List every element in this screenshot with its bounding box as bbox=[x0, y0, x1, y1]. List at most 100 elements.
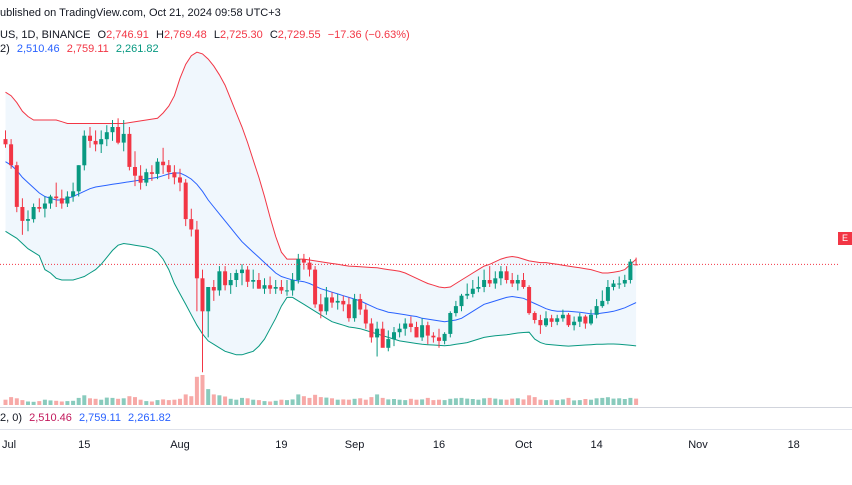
candle bbox=[414, 321, 419, 338]
indicator-params[interactable]: 2, 0) bbox=[0, 412, 23, 424]
candle-body bbox=[65, 196, 70, 204]
volume-bar bbox=[200, 375, 205, 405]
candle bbox=[527, 285, 532, 315]
candle-body bbox=[138, 175, 143, 183]
candle bbox=[442, 332, 447, 345]
candle bbox=[217, 266, 222, 296]
indicator-value-3: 2,261.82 bbox=[128, 412, 171, 424]
candle-body bbox=[245, 269, 250, 282]
close-label: C bbox=[269, 29, 278, 41]
bollinger-upper-value: 2,759.11 bbox=[66, 43, 109, 55]
candle bbox=[532, 311, 537, 324]
candle bbox=[470, 280, 475, 298]
candle bbox=[605, 280, 610, 305]
candle bbox=[279, 280, 284, 294]
candle-body bbox=[121, 133, 126, 143]
candle bbox=[189, 208, 194, 237]
low-label: L bbox=[213, 29, 220, 41]
volume-bar bbox=[256, 400, 261, 405]
indicator-value-2: 2,759.11 bbox=[78, 412, 121, 424]
volume-bar bbox=[589, 399, 593, 405]
candle-body bbox=[397, 328, 402, 333]
bollinger-params[interactable]: 2) bbox=[0, 43, 10, 55]
candle-body bbox=[363, 309, 368, 324]
volume-bar bbox=[577, 400, 582, 405]
candle-body bbox=[234, 273, 239, 280]
candle-body bbox=[544, 318, 548, 326]
candle bbox=[487, 266, 492, 287]
candle-body bbox=[172, 172, 177, 178]
candle-body bbox=[149, 172, 154, 174]
volume-bar bbox=[420, 399, 425, 405]
candle-body bbox=[622, 280, 627, 284]
high-value: 2,769.48 bbox=[163, 29, 207, 41]
candle bbox=[482, 269, 487, 293]
candle bbox=[256, 273, 261, 289]
bollinger-legend: 2) 2,510.46 2,759.11 2,261.82 bbox=[0, 42, 159, 56]
candle-body bbox=[572, 321, 577, 326]
volume-bar bbox=[341, 399, 346, 405]
change-value: −17.36 (−0.63%) bbox=[327, 29, 410, 41]
candle bbox=[296, 253, 301, 284]
volume-bar bbox=[268, 401, 273, 405]
volume-bar bbox=[71, 400, 76, 405]
candle bbox=[448, 311, 453, 338]
candle bbox=[521, 273, 526, 289]
volume-bar bbox=[121, 398, 126, 405]
volume-bar bbox=[26, 401, 30, 405]
volume-bar bbox=[223, 396, 228, 405]
candle-body bbox=[617, 283, 622, 285]
candlestick-layer bbox=[3, 118, 639, 373]
candle-body bbox=[88, 135, 92, 141]
volume-bar bbox=[572, 400, 577, 405]
volume-bar bbox=[88, 398, 92, 405]
volume-bar bbox=[560, 399, 565, 405]
candle-body bbox=[611, 283, 616, 287]
volume-bar bbox=[296, 394, 301, 405]
volume-bar bbox=[634, 398, 639, 405]
candle bbox=[555, 314, 560, 326]
volume-bar bbox=[138, 399, 143, 405]
candle-body bbox=[189, 219, 194, 230]
volume-bar bbox=[172, 399, 177, 405]
volume-bar bbox=[116, 398, 121, 405]
candle-body bbox=[375, 328, 380, 338]
candle bbox=[589, 309, 593, 326]
candle bbox=[572, 316, 577, 331]
volume-bar bbox=[515, 398, 520, 405]
candle-body bbox=[538, 320, 543, 326]
volume-bar bbox=[42, 399, 47, 405]
candle-body bbox=[459, 295, 464, 307]
volume-bar bbox=[189, 396, 194, 405]
symbol-label[interactable]: US, 1D, BINANCE bbox=[0, 29, 91, 41]
candle bbox=[206, 287, 211, 338]
candle bbox=[161, 147, 166, 174]
candle-body bbox=[93, 140, 98, 145]
volume-bar bbox=[392, 399, 396, 405]
price-axis-tag: E bbox=[838, 232, 852, 245]
candle bbox=[437, 328, 441, 348]
candle bbox=[611, 280, 616, 291]
time-axis-label: Nov bbox=[688, 439, 708, 451]
time-axis-label: 18 bbox=[788, 439, 800, 451]
volume-bar bbox=[335, 399, 340, 405]
candle bbox=[363, 304, 368, 329]
candle-body bbox=[437, 337, 441, 341]
volume-bar bbox=[617, 398, 622, 405]
candle bbox=[583, 314, 588, 329]
volume-bar bbox=[82, 395, 87, 405]
candle-body bbox=[290, 280, 295, 291]
volume-bar bbox=[482, 398, 487, 405]
bollinger-basis-value: 2,510.46 bbox=[16, 43, 60, 55]
candle-body bbox=[555, 318, 560, 322]
candle bbox=[515, 274, 520, 291]
candle bbox=[577, 313, 582, 327]
candle bbox=[459, 293, 464, 312]
volume-bar bbox=[161, 399, 166, 405]
volume-bar bbox=[240, 397, 244, 405]
candle bbox=[425, 321, 430, 345]
volume-bar bbox=[65, 401, 70, 405]
candle-body bbox=[37, 207, 42, 209]
candle-body bbox=[431, 335, 436, 338]
